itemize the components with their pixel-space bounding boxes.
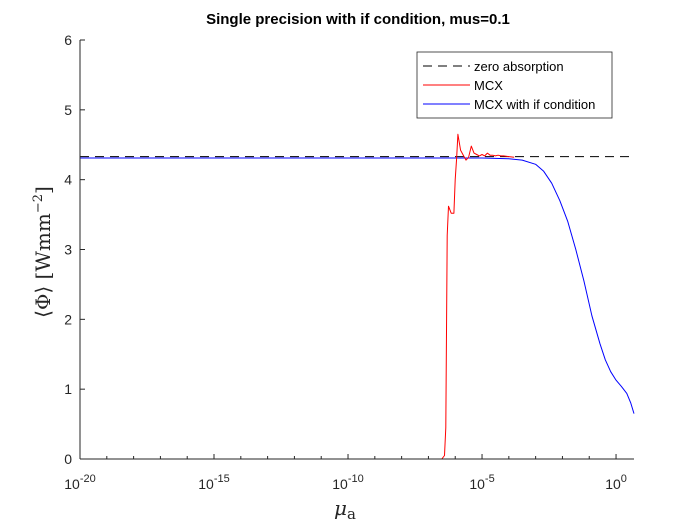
x-tick-label-exponent: -15 [214, 473, 230, 485]
legend-label: MCX [474, 78, 503, 93]
y-tick-label: 2 [64, 311, 72, 327]
y-tick-label: 6 [64, 32, 72, 48]
x-tick-label: 10-5 [469, 473, 494, 492]
x-tick-label-exponent: -20 [80, 473, 96, 485]
x-tick-label-base: 10 [469, 476, 485, 492]
x-tick-label: 100 [605, 473, 627, 492]
x-ticks: 10-20 10-15 10-10 10-5 100 [64, 454, 627, 492]
y-tick-label: 1 [64, 381, 72, 397]
x-tick-label-base: 10 [198, 476, 214, 492]
chart-title: Single precision with if condition, mus=… [206, 11, 510, 28]
x-tick-label: 10-20 [64, 473, 95, 492]
y-axis-label-suffix: ] [31, 186, 55, 194]
series-line-mcx [80, 133, 515, 460]
y-axis-label-superscript: −2 [31, 194, 46, 213]
x-tick-label-base: 10 [605, 476, 621, 492]
y-tick-label: 4 [64, 172, 72, 188]
x-tick-label-exponent: 0 [621, 473, 627, 485]
x-tick-label: 10-10 [332, 473, 363, 492]
y-ticks: 0 1 2 3 4 5 6 [64, 32, 85, 467]
legend-label: zero absorption [474, 59, 564, 74]
x-axis-label-subscript: a [347, 505, 356, 523]
series-layer [80, 133, 635, 460]
x-tick-label-base: 10 [332, 476, 348, 492]
y-axis-label-main: ⟨Φ⟩ [Wmm [31, 213, 55, 318]
series-line-mcx-with-if-condition [80, 157, 635, 414]
y-axis-label: ⟨Φ⟩ [Wmm−2] [31, 186, 55, 318]
y-tick-label: 5 [64, 102, 72, 118]
legend-label: MCX with if condition [474, 97, 595, 112]
x-axis-label: μa [334, 496, 356, 523]
x-tick-label-exponent: -10 [348, 473, 364, 485]
legend: zero absorption MCX MCX with if condition [416, 51, 613, 119]
x-tick-label-exponent: -5 [485, 473, 495, 485]
x-axis-label-symbol: μ [334, 496, 347, 520]
x-tick-label-base: 10 [64, 476, 80, 492]
y-tick-label: 3 [64, 242, 72, 258]
x-tick-label: 10-15 [198, 473, 229, 492]
y-tick-label: 0 [64, 451, 72, 467]
